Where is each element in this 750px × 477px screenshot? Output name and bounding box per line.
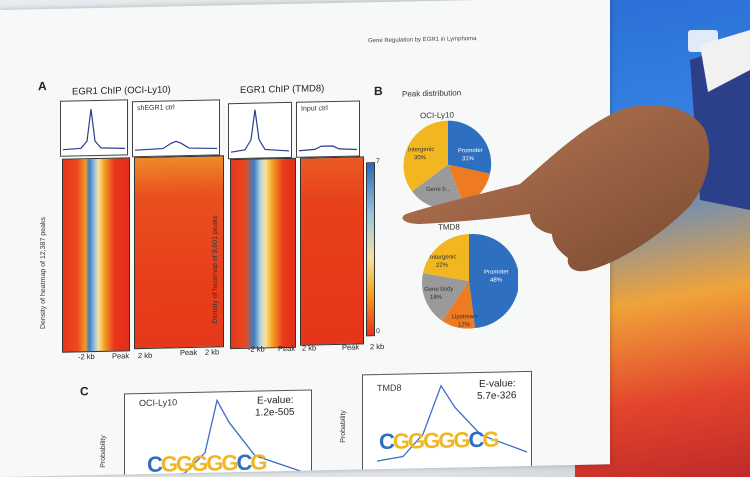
motif-plot-ocily10: OCI-Ly10 E-value: 1.2e-505 CGGGGGCG — [124, 389, 312, 477]
motif-right-ylabel: Probability — [340, 410, 347, 443]
pie-chart-ocily10 — [403, 120, 492, 209]
xtick-input-peak: Peak — [342, 342, 360, 352]
pie2-label-upstream: Upstream — [452, 313, 479, 321]
xtick-right-start: -2 kb — [248, 344, 265, 354]
xtick-right-end: 2 kb — [302, 343, 317, 353]
xtick-left-peak: Peak — [112, 351, 130, 361]
pie2-slice-upstream — [442, 281, 475, 329]
pie1-pct-intergenic: 30% — [414, 155, 427, 162]
pie2-slice-genebody — [422, 273, 469, 321]
heatmap-shegr1 — [134, 155, 224, 350]
profile-ctrl-label: shEGR1 ctrl — [137, 104, 175, 113]
heatmap-input — [300, 156, 364, 346]
xtick-ctrl-peak: Peak — [180, 347, 198, 358]
motif-logo-right: CGGGGGCG — [379, 426, 498, 455]
heatmap-ocily10 — [62, 157, 130, 353]
heatmap-left-title: EGR1 ChIP (OCI-Ly10) — [72, 84, 171, 98]
pie1-label-genebody: Gene b... — [426, 186, 451, 194]
heatmap-right-ylabel: Density of heatmap of 9,601 peaks — [212, 215, 219, 324]
panel-c-letter: C — [80, 384, 89, 399]
xtick-left-start: -2 kb — [78, 352, 95, 362]
figure-document: Gene Regulation by EGR1 in Lymphoma A EG… — [0, 0, 610, 477]
motif-left-ylabel: Probability — [100, 435, 107, 468]
pie-section-title: Peak distribution — [402, 88, 462, 99]
pie2-label-genebody: Gene body — [424, 286, 454, 294]
profile-plot-tmd8 — [228, 101, 292, 160]
profile-plot-input: Input ctrl — [296, 100, 360, 158]
heatmap-left-ylabel: Density of heatmap of 12,387 peaks — [40, 216, 47, 330]
xtick-ctrl-end: 2 kb — [205, 347, 220, 357]
profile-input-label: Input ctrl — [301, 105, 328, 113]
profile-plot-ocily10 — [60, 99, 128, 157]
panel-b-letter: B — [374, 83, 383, 99]
colorbar-tick-max: 7 — [376, 158, 380, 166]
pie2-label-promoter: Promoter — [484, 269, 509, 276]
pie2-pct-genebody: 18% — [430, 294, 443, 301]
xtick-left-end: 2 kb — [138, 350, 153, 361]
heatmap-tmd8 — [230, 157, 296, 350]
xtick-right-peak: Peak — [278, 343, 296, 354]
pie2-label-intergenic: Intergenic — [430, 254, 457, 261]
profile-plot-shegr1: shEGR1 ctrl — [132, 99, 220, 158]
pie2-title: TMD8 — [438, 222, 460, 232]
pie2-pct-upstream: 12% — [458, 322, 471, 329]
heatmap-right-title: EGR1 ChIP (TMD8) — [240, 83, 325, 96]
pie1-pct-promoter: 31% — [462, 156, 475, 163]
heatmap-colorbar — [366, 162, 375, 337]
motif-plot-tmd8: TMD8 E-value: 5.7e-326 CGGGGGCG — [362, 370, 532, 473]
pie2-pct-intergenic: 22% — [436, 262, 449, 269]
pie2-pct-promoter: 48% — [490, 277, 503, 284]
pie1-label-promoter: Promoter — [458, 147, 483, 155]
colorbar-tick-min: 0 — [376, 328, 380, 336]
pie1-label-intergenic: Intergenic — [408, 146, 435, 154]
figure-title: Gene Regulation by EGR1 in Lymphoma — [368, 36, 477, 45]
desktop-icon[interactable] — [688, 30, 718, 52]
xtick-input-end: 2 kb — [370, 341, 385, 352]
panel-a-letter: A — [38, 79, 47, 94]
